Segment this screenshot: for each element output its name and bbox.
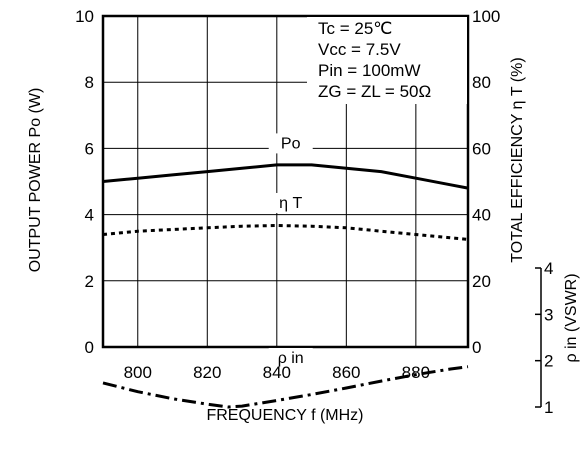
x-tick-label: 800 [124,363,152,382]
condition-text: Tc = 25℃ [318,19,392,38]
right-tick-label: 0 [472,338,481,357]
vswr-axis: 1 2 3 4 [535,259,553,417]
series-label-bg [268,133,313,154]
x-tick-label: 880 [402,363,430,382]
x-tick-label: 840 [263,363,291,382]
condition-text: Pin = 100mW [318,61,421,80]
eta-t-curve [102,224,469,241]
x-tick-label: 820 [193,363,221,382]
left-tick-label: 6 [85,139,94,158]
left-ticks: 0 2 4 6 8 10 [75,7,94,357]
x-ticks: 800 820 840 860 880 [124,363,430,382]
vswr-axis-label: ρ in (VSWR) [563,273,580,362]
conditions-box: Tc = 25℃ Vcc = 7.5V Pin = 100mW ZG = ZL = 5… [307,17,467,104]
right-tick-label: 100 [472,7,500,26]
right-tick-label: 60 [472,139,491,158]
series-label-bg [268,347,313,368]
x-axis-label: FREQUENCY f (MHz) [206,407,363,424]
rho-in-curve [102,365,469,409]
series-layer [102,163,469,409]
series-label: η T [279,195,302,212]
conditions-bg [307,17,467,104]
series-label: Po [281,135,301,152]
left-tick-label: 4 [85,206,94,225]
series-labels: Po η T ρ in [268,133,313,368]
right-tick-label: 20 [472,272,491,291]
condition-text: ZG = ZL = 50Ω [318,82,431,101]
vswr-tick-label: 3 [544,305,553,324]
series-label: ρ in [278,350,304,367]
left-tick-label: 2 [85,272,94,291]
left-tick-label: 10 [75,7,94,26]
x-tick-label: 860 [332,363,360,382]
left-tick-label: 0 [85,338,94,357]
left-tick-label: 8 [85,73,94,92]
right-axis-label: TOTAL EFFICIENCY η T (%) [509,57,526,262]
vswr-tick-label: 2 [544,352,553,371]
series-label-bg [268,192,313,213]
right-tick-label: 80 [472,73,491,92]
right-tick-label: 40 [472,206,491,225]
vswr-tick-label: 1 [544,398,553,417]
right-ticks: 0 20 40 60 80 100 [472,7,500,357]
condition-text: Vcc = 7.5V [318,40,401,59]
left-axis-label: OUTPUT POWER Po (W) [27,88,44,273]
vswr-tick-label: 4 [544,259,553,278]
po-curve [102,163,469,190]
